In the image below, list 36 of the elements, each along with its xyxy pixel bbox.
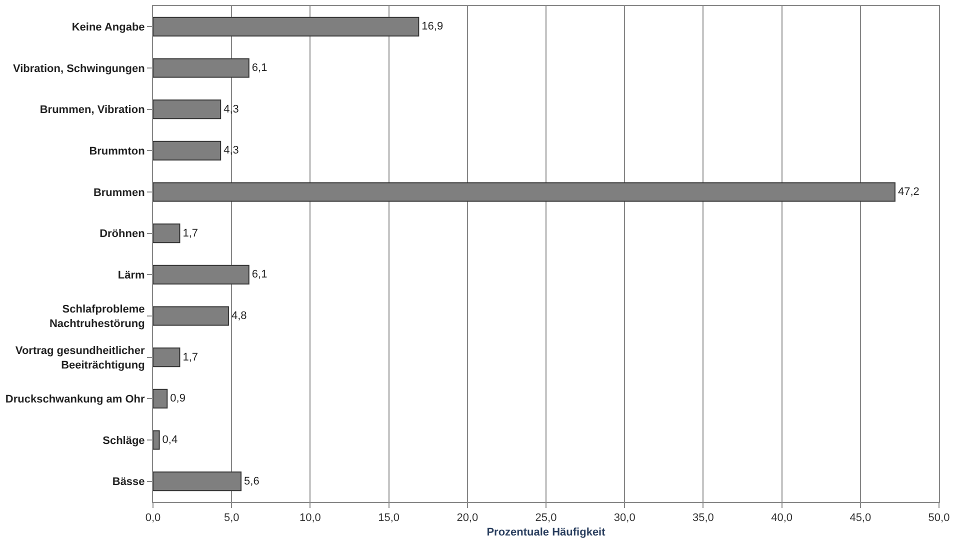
data-label: 1,7 xyxy=(182,351,198,364)
data-label: 16,9 xyxy=(422,20,444,33)
x-tick-label: 20,0 xyxy=(456,512,478,524)
y-tick-label: Schläge xyxy=(102,434,145,447)
x-tick-label: 45,0 xyxy=(850,512,872,524)
x-tick-label: 30,0 xyxy=(614,512,636,524)
y-tick-label: Druckschwankung am Ohr xyxy=(5,394,146,406)
x-tick-label: 25,0 xyxy=(535,512,557,524)
y-tick-label: Lärm xyxy=(118,270,146,282)
data-label: 0,9 xyxy=(170,392,186,405)
data-label: 47,2 xyxy=(898,186,920,198)
y-tick-label: Brummen, Vibration xyxy=(40,104,146,116)
x-axis-title: Prozentuale Häufigkeit xyxy=(486,526,606,538)
data-label: 1,7 xyxy=(182,227,198,240)
data-label: 4,3 xyxy=(224,144,239,157)
y-tick-label: Dröhnen xyxy=(100,228,146,240)
y-tick-label: Bässe xyxy=(112,476,145,488)
y-tick-label: Vortrag gesundheitlicher Beeiträchtigung xyxy=(15,345,146,372)
x-tick-label: 40,0 xyxy=(771,512,793,524)
y-tick-label: Schlafprobleme Nachtruhestörung xyxy=(49,304,145,330)
data-label: 6,1 xyxy=(252,62,268,74)
x-tick-label: 35,0 xyxy=(692,512,714,524)
y-tick-label: Keine Angabe xyxy=(72,22,145,34)
y-tick-label: Brummton xyxy=(89,146,146,158)
x-tick-label: 0,0 xyxy=(145,512,161,524)
y-tick-label: Brummen xyxy=(93,186,146,199)
data-label: 0,4 xyxy=(162,434,178,446)
data-label: 5,6 xyxy=(244,475,260,488)
data-label: 4,3 xyxy=(224,103,239,116)
data-label: 6,1 xyxy=(252,268,268,281)
x-tick-label: 10,0 xyxy=(299,512,321,524)
x-tick-label: 15,0 xyxy=(378,512,400,524)
y-tick-label: Vibration, Schwingungen xyxy=(12,62,146,75)
x-tick-label: 50,0 xyxy=(928,512,950,524)
x-tick-label: 5,0 xyxy=(224,512,240,524)
data-label: 4,8 xyxy=(231,310,247,322)
